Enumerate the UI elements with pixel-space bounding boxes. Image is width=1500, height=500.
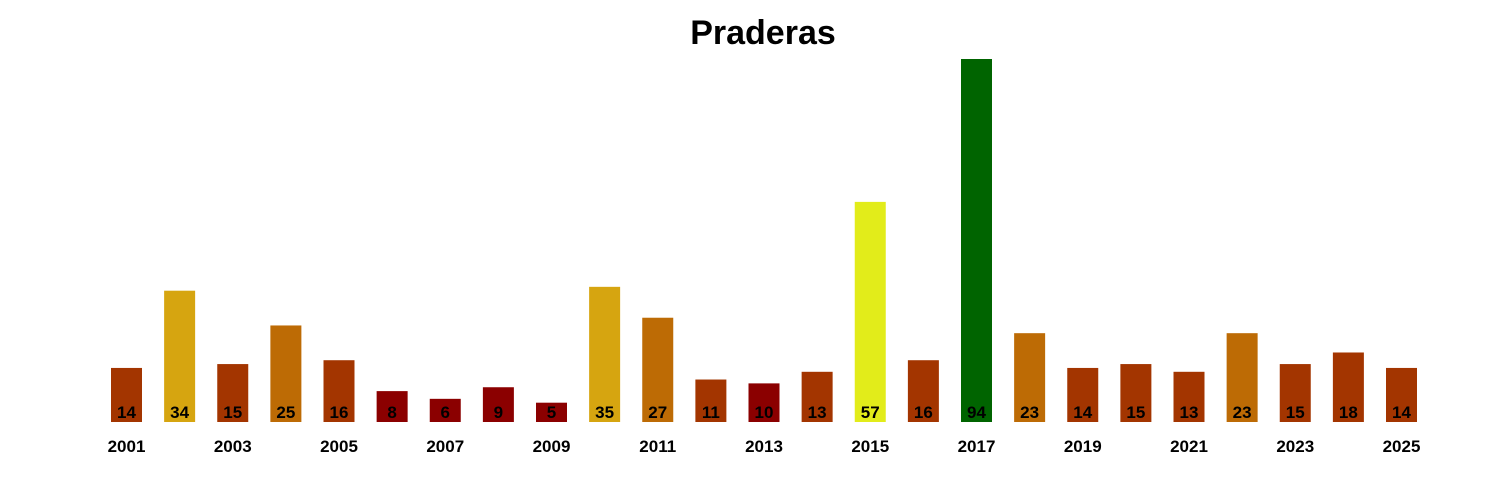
bar-labels-group: 14 34 15 25 16 8 6 9 5 35 27 11 10 13 57 16 94 23 14 15 13 23…: [117, 403, 1411, 422]
bar-2012: [695, 379, 727, 422]
bar-value-label-2007: 6: [441, 403, 450, 422]
bar-value-label-2003: 15: [223, 403, 242, 422]
bar-2023: [1279, 364, 1311, 422]
x-tick-label-2013: 2013: [745, 437, 783, 456]
bar-2020: [1120, 364, 1152, 422]
x-tick-label-2023: 2023: [1276, 437, 1314, 456]
bar-2004: [270, 325, 302, 422]
bar-value-label-2019: 14: [1073, 403, 1092, 422]
x-tick-label-2021: 2021: [1170, 437, 1208, 456]
bar-value-label-2012: 11: [702, 403, 720, 422]
bar-2014: [801, 371, 833, 422]
bar-value-label-2004: 25: [276, 403, 295, 422]
bar-2017: [961, 59, 992, 422]
bar-2003: [217, 364, 249, 422]
x-tick-label-2001: 2001: [108, 437, 146, 456]
bar-value-label-2005: 16: [330, 403, 349, 422]
bar-2016: [907, 360, 939, 422]
bar-value-label-2008: 9: [494, 403, 503, 422]
x-tick-label-2011: 2011: [639, 437, 676, 456]
bar-2013: [748, 383, 780, 422]
bar-2018: [1014, 333, 1046, 422]
bar-2007: [429, 398, 461, 422]
bar-2025: [1386, 367, 1417, 422]
bar-2008: [482, 387, 514, 422]
bar-2009: [536, 402, 567, 422]
bar-2015: [854, 201, 886, 422]
bar-2001: [111, 367, 142, 422]
bar-value-label-2002: 34: [170, 403, 189, 422]
bar-value-label-2024: 18: [1339, 403, 1358, 422]
bar-2011: [642, 317, 674, 422]
x-tick-label-2003: 2003: [214, 437, 252, 456]
x-tick-label-2017: 2017: [958, 437, 996, 456]
bar-value-label-2020: 15: [1126, 403, 1145, 422]
x-tick-label-2007: 2007: [426, 437, 464, 456]
bar-value-label-2025: 14: [1392, 403, 1411, 422]
bar-value-label-2014: 13: [808, 403, 827, 422]
bar-value-label-2022: 23: [1233, 403, 1252, 422]
bar-value-label-2023: 15: [1286, 403, 1305, 422]
bars-group: [111, 59, 1417, 422]
bar-2006: [376, 391, 408, 422]
bar-value-label-2001: 14: [117, 403, 136, 422]
bar-value-label-2018: 23: [1020, 403, 1039, 422]
x-axis-tick-labels: 2001 2003 2005 2007 2009 2011 2013 2015 2017 2019…: [108, 437, 1421, 456]
bar-value-label-2016: 16: [914, 403, 933, 422]
x-tick-label-2025: 2025: [1383, 437, 1421, 456]
x-tick-label-2009: 2009: [533, 437, 571, 456]
bar-2022: [1226, 333, 1258, 422]
bar-value-label-2017: 94: [967, 403, 986, 422]
bar-2021: [1173, 371, 1205, 422]
x-tick-label-2005: 2005: [320, 437, 358, 456]
bar-2010: [589, 286, 621, 422]
bar-2005: [323, 360, 355, 422]
bar-2002: [164, 290, 196, 422]
bar-value-label-2011: 27: [648, 403, 667, 422]
bar-2024: [1332, 352, 1364, 422]
bar-value-label-2013: 10: [755, 403, 774, 422]
chart-title: Praderas: [690, 14, 836, 52]
x-tick-label-2015: 2015: [851, 437, 889, 456]
bar-value-label-2006: 8: [387, 403, 396, 422]
bar-2019: [1067, 367, 1099, 422]
bar-value-label-2015: 57: [861, 403, 880, 422]
bar-value-label-2021: 13: [1180, 403, 1199, 422]
bar-value-label-2010: 35: [595, 403, 614, 422]
bar-value-label-2009: 5: [547, 403, 556, 422]
x-tick-label-2019: 2019: [1064, 437, 1102, 456]
